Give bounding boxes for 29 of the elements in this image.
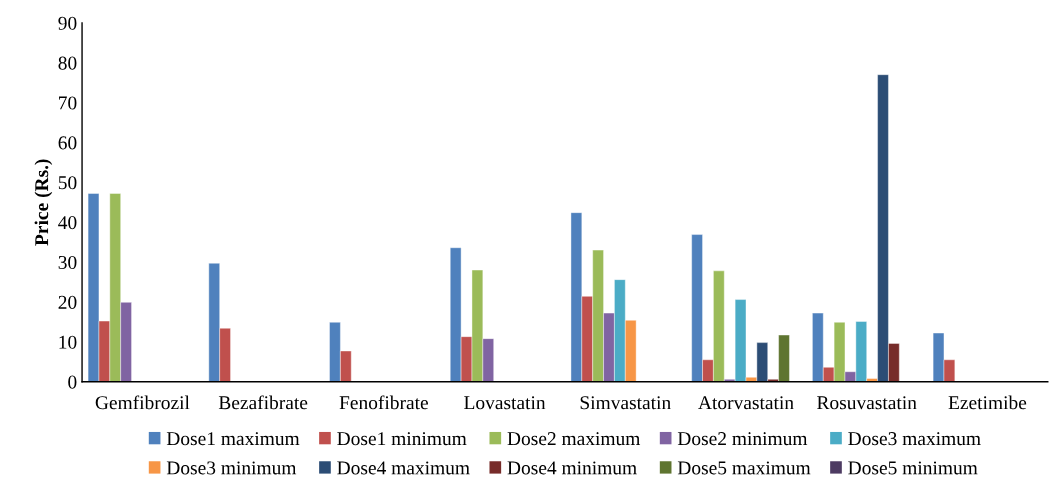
y-tick-label: 70: [59, 96, 77, 110]
x-tick-label: Bezafibrate: [218, 395, 308, 410]
y-tick-label: 40: [58, 216, 77, 230]
x-tick-label: Ezetimibe: [948, 395, 1027, 410]
x-tick-label: Fenofibrate: [339, 395, 428, 410]
y-tick-label: 20: [58, 295, 77, 309]
x-tick-label: Simvastatin: [580, 396, 671, 410]
y-tick-label: 10: [59, 335, 77, 349]
legend-label: Dose2 minimum: [677, 432, 808, 446]
x-tick-label: Atorvastatin: [698, 396, 794, 410]
x-tick-label: Rosuvastatin: [817, 396, 917, 410]
y-tick-label: 50: [58, 176, 77, 190]
y-tick-label: 90: [58, 16, 77, 30]
legend-label: Dose1 maximum: [166, 432, 300, 446]
legend-label: Dose3 maximum: [848, 432, 981, 446]
legend-label: Dose5 minimum: [848, 461, 978, 475]
y-axis-title: Price (Rs.): [34, 159, 53, 246]
x-tick-label: Lovastatin: [464, 396, 546, 410]
legend-label: Dose1 minimum: [337, 432, 467, 446]
x-tick-label: Gemfibrozil: [95, 395, 190, 410]
y-tick-label: 80: [58, 56, 77, 70]
y-tick-label: 60: [58, 136, 77, 150]
y-tick-label: 0: [68, 375, 77, 389]
legend-label: Dose5 maximum: [677, 461, 811, 475]
legend-label: Dose4 minimum: [507, 461, 637, 475]
legend-label: Dose4 maximum: [337, 461, 470, 475]
legend-label: Dose2 maximum: [507, 432, 641, 446]
legend-label: Dose3 minimum: [166, 461, 297, 475]
y-tick-label: 30: [58, 255, 77, 270]
